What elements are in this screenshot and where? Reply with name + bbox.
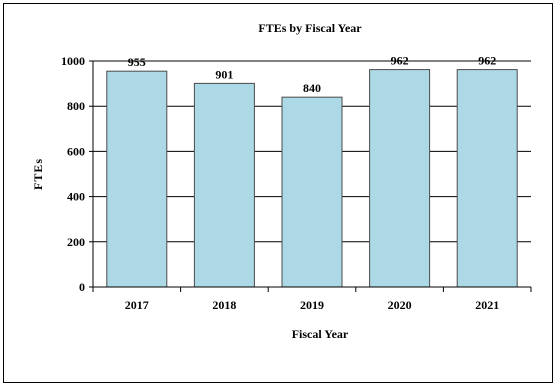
x-tick-label: 2020 — [388, 298, 412, 312]
data-label-2020: 962 — [391, 54, 409, 68]
y-tick-labels: 0 200 400 600 800 1000 — [61, 54, 85, 294]
y-tick-label: 1000 — [61, 54, 85, 68]
x-tick-labels: 2017 2018 2019 2020 2021 — [125, 298, 499, 312]
x-axis-label: Fiscal Year — [292, 327, 349, 341]
bars — [106, 69, 518, 288]
bar-2017 — [106, 70, 168, 288]
y-axis-label: FTEs — [31, 158, 45, 190]
chart-title: FTEs by Fiscal Year — [258, 21, 362, 35]
x-tick-label: 2021 — [475, 298, 499, 312]
data-label-2017: 955 — [128, 55, 146, 69]
bar-2021 — [456, 69, 518, 288]
bar-2018 — [193, 82, 255, 288]
bar-2019 — [281, 96, 343, 288]
bar-2020 — [369, 69, 431, 288]
y-tick-label: 400 — [67, 190, 85, 204]
y-tick-label: 600 — [67, 144, 85, 158]
data-label-2019: 840 — [303, 81, 321, 95]
data-label-2021: 962 — [478, 54, 496, 68]
y-tick-label: 200 — [67, 235, 85, 249]
data-label-2018: 901 — [215, 67, 233, 81]
x-tick-label: 2019 — [300, 298, 324, 312]
axes — [89, 60, 532, 292]
y-tick-label: 800 — [67, 99, 85, 113]
y-tick-label: 0 — [79, 280, 85, 294]
x-tick-label: 2017 — [125, 298, 149, 312]
x-tick-label: 2018 — [212, 298, 236, 312]
data-labels: 955 901 840 962 962 — [128, 54, 496, 96]
